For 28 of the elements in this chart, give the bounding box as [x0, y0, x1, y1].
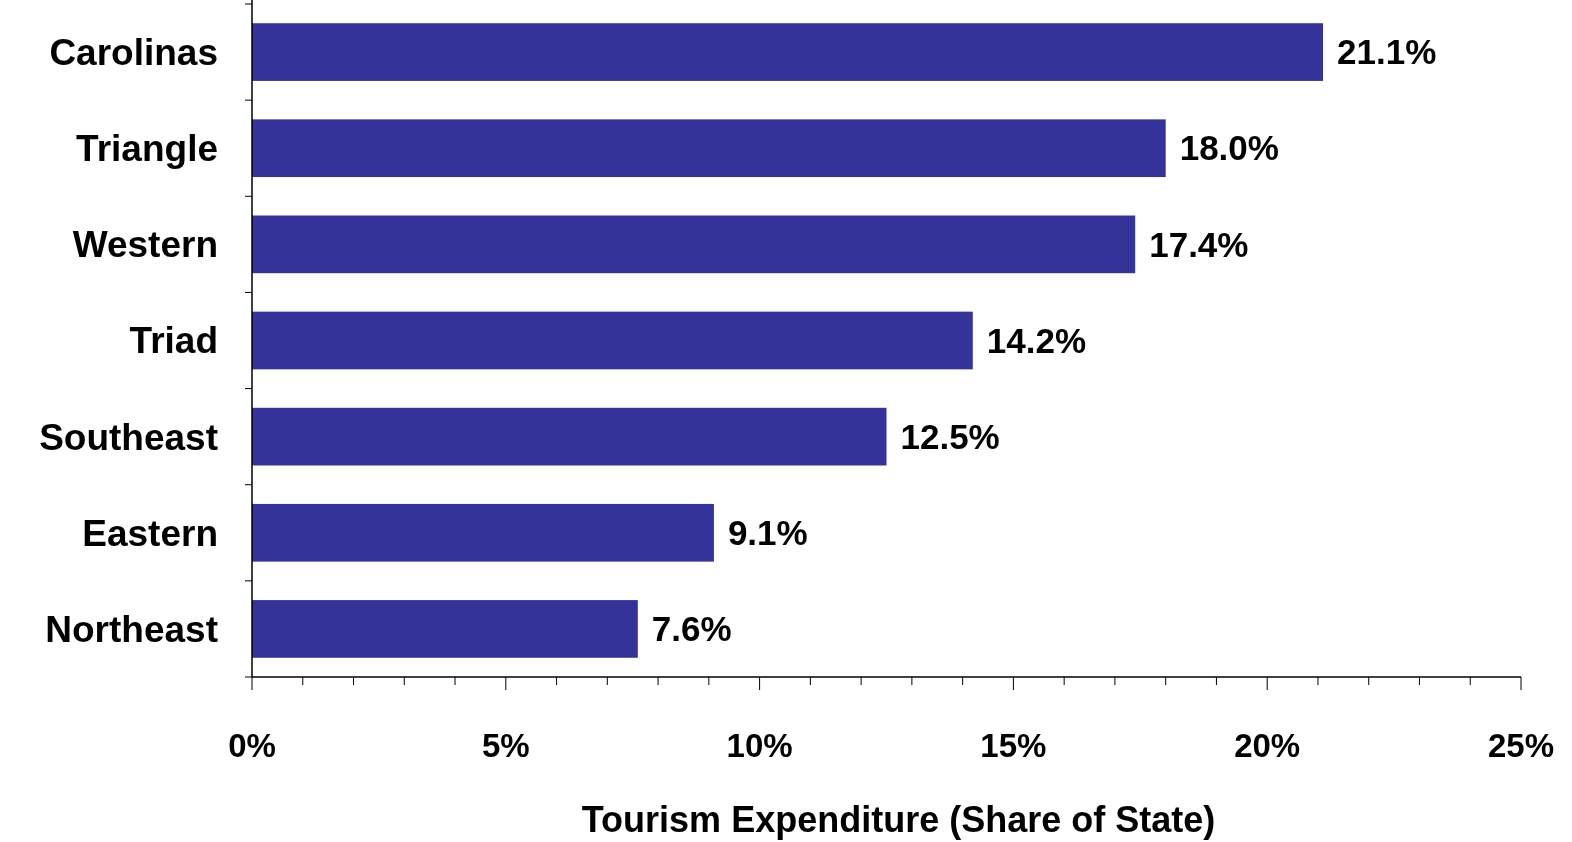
y-tick-label: Northeast	[45, 608, 218, 650]
data-label: 14.2%	[986, 320, 1087, 360]
data-label: 7.6%	[651, 609, 732, 649]
x-tick-label: 5%	[481, 726, 530, 764]
data-label: 9.1%	[727, 513, 808, 553]
y-tick-label: Triangle	[76, 128, 218, 170]
bar	[252, 503, 714, 562]
y-tick-label: Triad	[129, 320, 218, 362]
data-label: 17.4%	[1149, 224, 1249, 264]
x-tick-label: 10%	[726, 726, 793, 764]
bar	[252, 119, 1166, 178]
bar	[252, 215, 1136, 274]
bar	[252, 600, 638, 658]
data-label: 21.1%	[1337, 32, 1437, 72]
y-tick-label: Western	[72, 224, 218, 266]
data-label: 18.0%	[1179, 128, 1279, 168]
y-tick-label: Carolinas	[49, 32, 218, 74]
data-label: 12.5%	[900, 416, 1000, 456]
bar	[252, 23, 1324, 81]
x-tick-label: 25%	[1487, 726, 1555, 764]
bar	[252, 407, 887, 466]
x-axis-title: Tourism Expenditure (Share of State)	[581, 798, 1216, 840]
x-tick-label: 15%	[980, 726, 1047, 764]
x-tick-label: 20%	[1234, 726, 1301, 764]
bar	[252, 311, 973, 370]
y-tick-label: Southeast	[39, 416, 218, 458]
y-tick-label: Eastern	[82, 512, 218, 554]
x-tick-label: 0%	[228, 726, 276, 764]
